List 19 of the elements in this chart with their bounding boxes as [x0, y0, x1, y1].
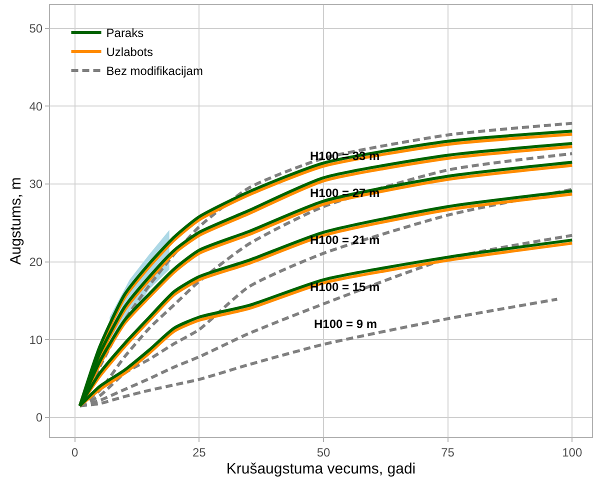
x-tick-label: 75: [441, 445, 455, 460]
y-tick-label: 0: [36, 410, 43, 425]
y-tick-label: 10: [29, 332, 43, 347]
x-tick-label: 0: [72, 445, 79, 460]
legend-label: Bez modifikacijam: [106, 64, 203, 78]
x-axis-title: Krušaugstuma vecums, gadi: [226, 460, 416, 478]
legend-label: Uzlabots: [106, 45, 153, 60]
x-tick-label: 100: [562, 445, 582, 460]
y-tick-label: 40: [29, 99, 43, 114]
annotation: H100 = 21 m: [310, 233, 380, 247]
x-tick-label: 25: [192, 445, 206, 460]
y-tick-label: 50: [29, 22, 43, 36]
y-tick-label: 30: [29, 177, 43, 192]
x-tick-label: 50: [316, 445, 330, 460]
y-axis-title: Augstums, m: [7, 177, 24, 265]
y-tick-label: 20: [29, 255, 43, 270]
annotation: H100 = 9 m: [314, 317, 378, 331]
legend-label: Paraks: [106, 26, 144, 40]
annotation: H100 = 15 m: [310, 280, 380, 294]
